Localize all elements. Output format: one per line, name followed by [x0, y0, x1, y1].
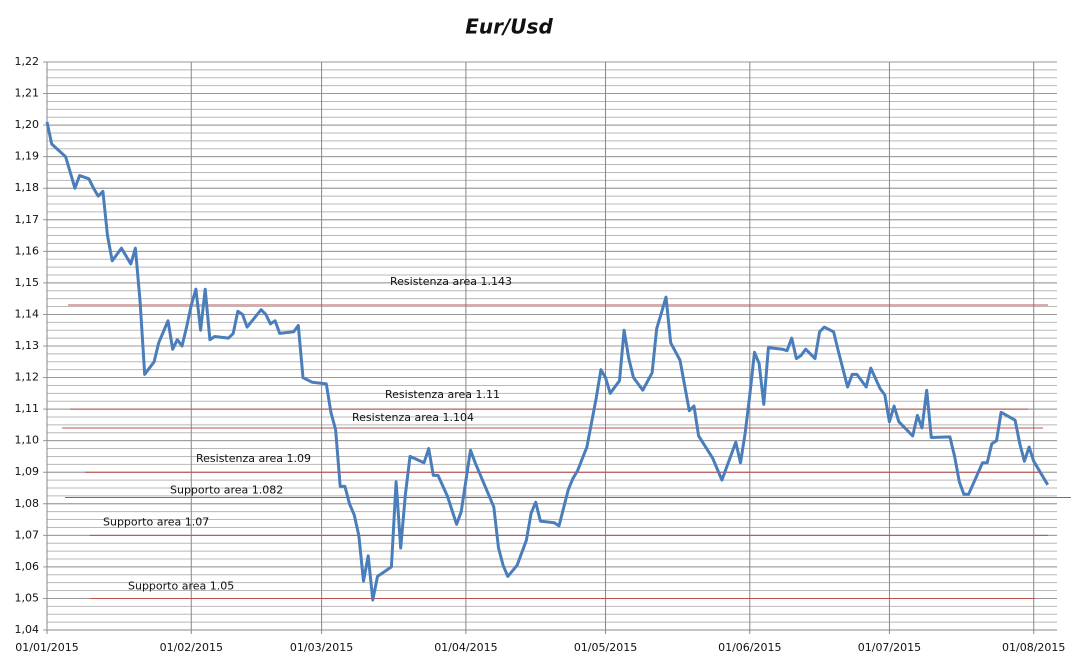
- y-tick-label: 1,12: [15, 371, 40, 384]
- y-tick-label: 1,09: [15, 465, 40, 478]
- x-tick-label: 01/03/2015: [290, 641, 353, 654]
- y-tick-label: 1,19: [15, 150, 40, 163]
- annotation-label: Supporto area 1.05: [128, 579, 234, 592]
- x-tick-label: 01/04/2015: [434, 641, 497, 654]
- y-tick-label: 1,17: [15, 213, 40, 226]
- annotation-label: Supporto area 1.07: [103, 515, 209, 528]
- y-tick-label: 1,06: [15, 560, 40, 573]
- y-tick-label: 1,18: [15, 181, 40, 194]
- annotation-label: Resistenza area 1.104: [352, 411, 474, 424]
- y-tick-label: 1,05: [15, 591, 40, 604]
- price-line: [45, 121, 1049, 602]
- y-tick-label: 1,07: [15, 528, 40, 541]
- y-tick-label: 1,16: [15, 244, 40, 257]
- y-tick-label: 1,13: [15, 339, 40, 352]
- annotation-label: Supporto area 1.082: [170, 483, 283, 496]
- x-tick-label: 01/06/2015: [718, 641, 781, 654]
- y-tick-label: 1,22: [15, 55, 40, 68]
- x-tick-label: 01/07/2015: [858, 641, 921, 654]
- annotation-label: Resistenza area 1.09: [196, 452, 311, 465]
- x-tick-label: 01/01/2015: [15, 641, 78, 654]
- y-tick-label: 1,11: [15, 402, 40, 415]
- y-tick-label: 1,15: [15, 276, 40, 289]
- y-tick-label: 1,04: [15, 623, 40, 636]
- y-tick-label: 1,21: [15, 87, 40, 100]
- chart-title: Eur/Usd: [465, 15, 553, 39]
- x-tick-label: 01/08/2015: [1002, 641, 1065, 654]
- y-tick-label: 1,14: [15, 307, 40, 320]
- y-tick-label: 1,10: [15, 434, 40, 447]
- y-tick-label: 1,08: [15, 497, 40, 510]
- x-tick-label: 01/02/2015: [160, 641, 223, 654]
- x-tick-label: 01/05/2015: [574, 641, 637, 654]
- annotation-label: Resistenza area 1.143: [390, 275, 512, 288]
- annotation-label: Resistenza area 1.11: [385, 388, 500, 401]
- y-tick-label: 1,20: [15, 118, 40, 131]
